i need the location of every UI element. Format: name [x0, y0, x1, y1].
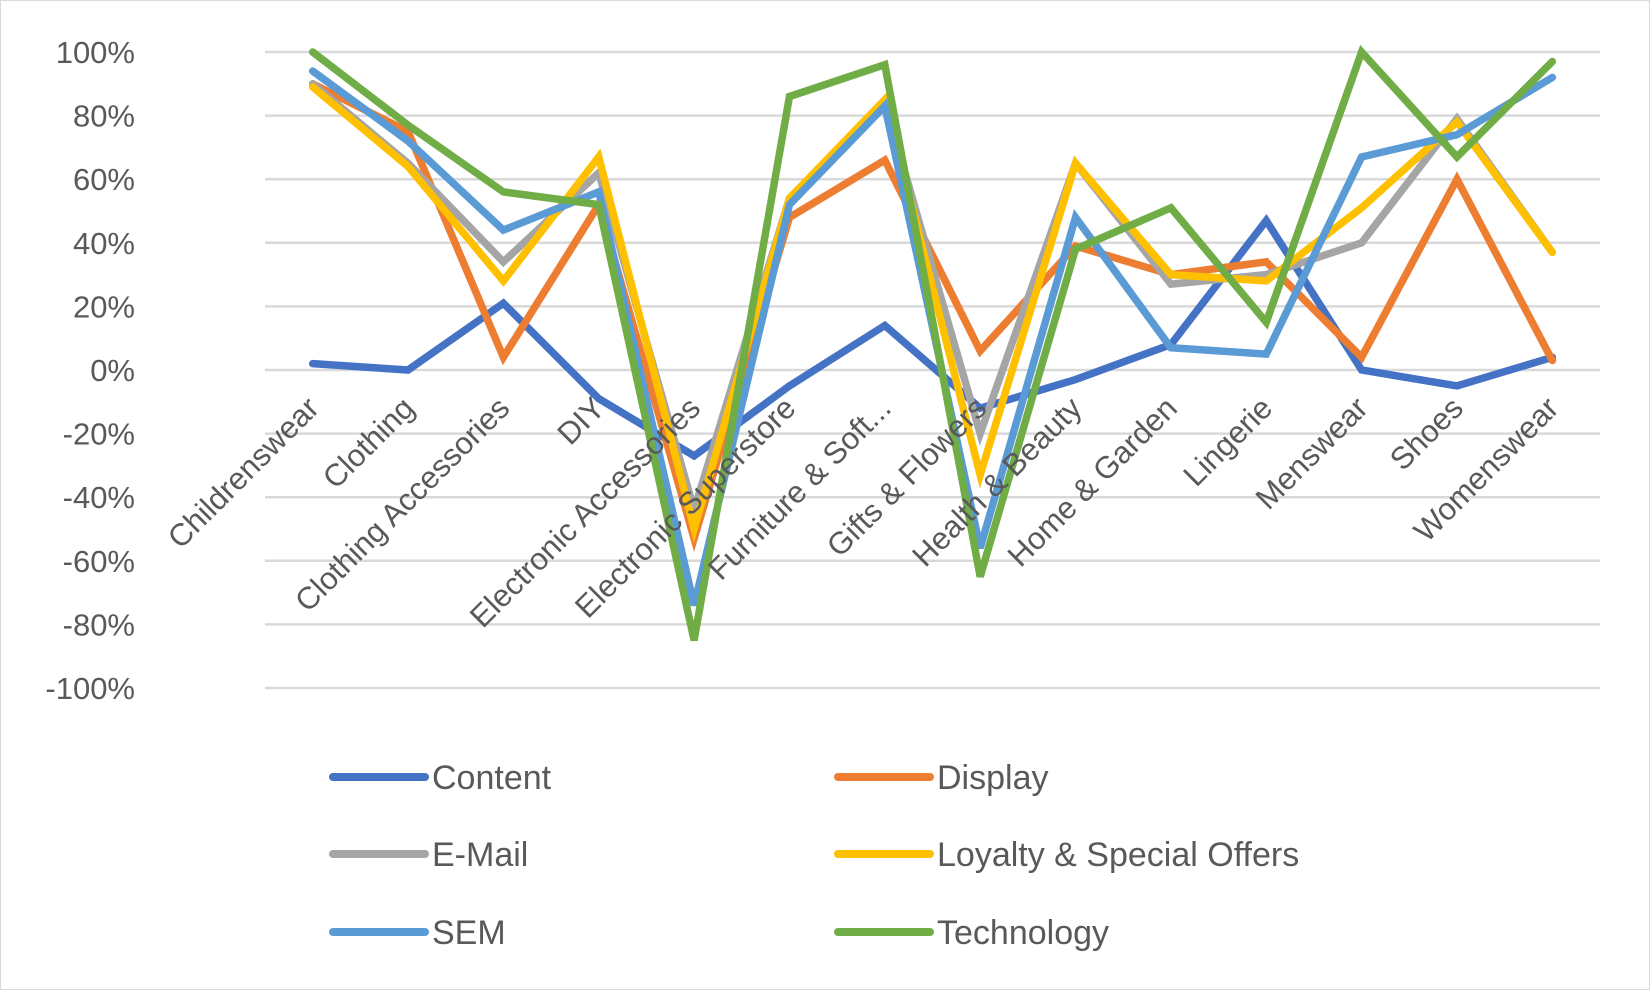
legend-label: SEM	[432, 914, 506, 952]
legend-label: Loyalty & Special Offers	[937, 836, 1299, 874]
series-line-e-mail	[308, 80, 1557, 524]
legend-label: Display	[937, 759, 1048, 797]
legend-item: E-Mail	[329, 836, 528, 874]
x-tick-label: Childrenswear	[161, 390, 326, 555]
y-tick-label: -80%	[63, 607, 135, 642]
legend-item: SEM	[329, 914, 506, 952]
series-line-loyalty-special-offers	[308, 83, 1557, 544]
y-tick-label: 0%	[90, 353, 135, 388]
y-tick-label: -20%	[63, 417, 135, 452]
y-tick-label: -60%	[63, 544, 135, 579]
y-tick-label: 40%	[73, 226, 135, 261]
legend-item: Content	[329, 759, 552, 797]
series-line-technology	[308, 44, 1557, 642]
y-axis-ticks: 100% 80% 60% 40% 20% 0% -20% -40% -60% -80% -100%	[45, 35, 135, 706]
y-tick-label: -40%	[63, 480, 135, 515]
legend-label: E-Mail	[432, 836, 528, 874]
legend-label: Technology	[937, 914, 1109, 952]
legend-item: Display	[834, 759, 1048, 797]
legend: Content Display E-Mail Loyalty & Special Of…	[329, 759, 1299, 952]
y-tick-label: 80%	[73, 99, 135, 134]
legend-label: Content	[432, 759, 552, 797]
series-lines	[308, 44, 1557, 642]
legend-item: Loyalty & Special Offers	[834, 836, 1299, 874]
y-tick-label: 60%	[73, 162, 135, 197]
y-tick-label: 100%	[56, 35, 135, 70]
y-tick-label: 20%	[73, 289, 135, 324]
y-tick-label: -100%	[45, 671, 135, 706]
legend-item: Technology	[834, 914, 1109, 952]
